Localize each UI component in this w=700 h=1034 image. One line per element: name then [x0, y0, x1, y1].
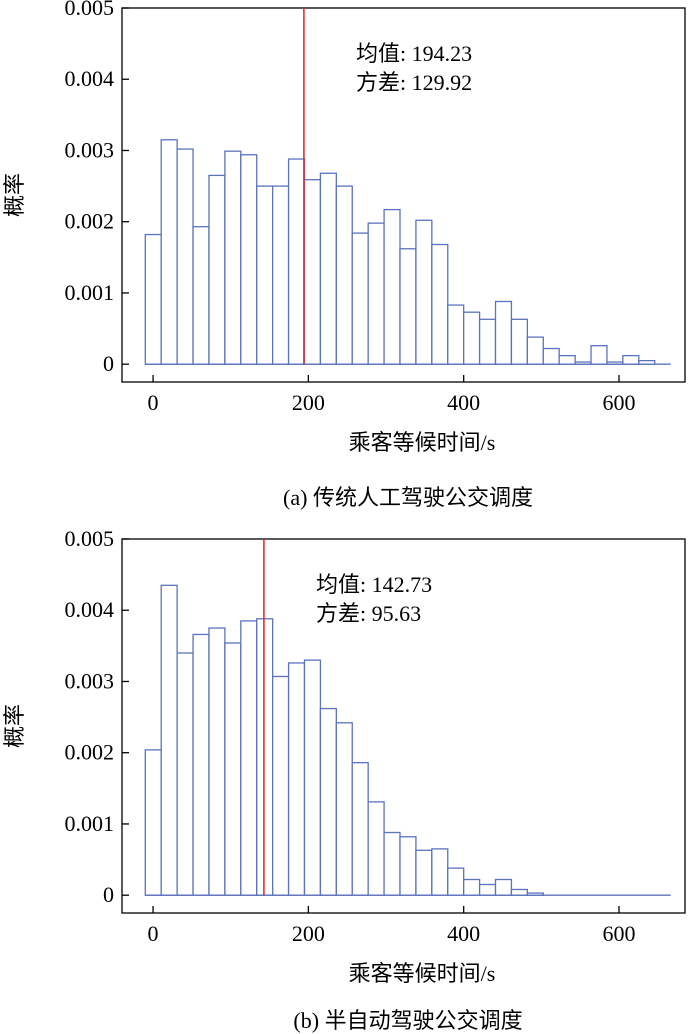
- histogram-bar: [431, 848, 449, 896]
- histogram-bar: [287, 158, 306, 365]
- histogram-panel-a: 0 0.001 0.002 0.003 0.004 0.005 0 200 400 600 均值…: [2, 0, 686, 510]
- histogram-bar: [335, 722, 353, 896]
- histogram-bar: [335, 185, 353, 365]
- y-axis: 0 0.001 0.002 0.003 0.004 0.005: [65, 0, 129, 376]
- histogram-bar: [463, 311, 481, 365]
- y-tick-label: 0.001: [65, 811, 115, 836]
- y-tick-label: 0.003: [65, 137, 115, 162]
- histogram-bar: [463, 878, 481, 896]
- mean-annotation: 均值: 142.73: [316, 572, 432, 597]
- mean-annotation: 均值: 194.23: [356, 41, 472, 66]
- x-tick-label: 200: [292, 921, 325, 946]
- x-axis-label: 乘客等候时间/s: [349, 430, 496, 455]
- histogram-bar: [240, 620, 258, 896]
- histogram-bar: [510, 888, 529, 896]
- y-tick-label: 0.001: [65, 280, 115, 305]
- histogram-bar: [224, 150, 242, 365]
- histogram-bar: [399, 836, 417, 896]
- histogram-bar: [272, 675, 290, 896]
- histogram-bar: [478, 318, 497, 365]
- variance-annotation: 方差: 95.63: [316, 601, 421, 626]
- histogram-bar: [319, 707, 337, 896]
- plot-frame: [121, 7, 686, 383]
- histogram-bar: [160, 139, 178, 365]
- histogram-bar: [494, 300, 513, 365]
- histogram-bar: [144, 749, 162, 896]
- histogram-bar: [224, 642, 242, 896]
- plot-frame: [121, 538, 686, 914]
- y-axis-label: 概率: [2, 704, 27, 748]
- histogram-bar: [558, 354, 576, 365]
- y-tick-label: 0.004: [65, 597, 115, 622]
- y-tick-label: 0: [103, 351, 114, 376]
- y-tick-label: 0.005: [65, 0, 115, 20]
- x-tick-label: 200: [292, 390, 325, 415]
- histogram-bar: [272, 185, 290, 365]
- histogram-bar: [208, 627, 226, 896]
- histogram-bar: [447, 867, 465, 896]
- y-axis: 0 0.001 0.002 0.003 0.004 0.005: [65, 526, 129, 907]
- histogram-panel-b: 0 0.001 0.002 0.003 0.004 0.005 0 200 400 600 均值…: [2, 526, 686, 1033]
- histogram-bar: [415, 849, 433, 896]
- histogram-bar: [351, 762, 369, 896]
- x-tick-label: 400: [447, 921, 480, 946]
- histogram-bar: [351, 232, 369, 365]
- histogram-bar: [256, 185, 274, 365]
- y-tick-label: 0.005: [65, 526, 115, 551]
- x-tick-label: 0: [148, 921, 159, 946]
- histogram-bar: [176, 148, 194, 365]
- x-tick-label: 400: [447, 390, 480, 415]
- y-tick-label: 0.003: [65, 668, 115, 693]
- histogram-bar: [303, 179, 322, 365]
- histogram-bar: [192, 633, 210, 896]
- histogram-bar: [383, 208, 401, 365]
- histogram-bar: [622, 354, 640, 365]
- histogram-bar: [319, 172, 337, 365]
- y-tick-label: 0.002: [65, 740, 115, 765]
- histogram-bar: [399, 248, 417, 365]
- x-axis-label: 乘客等候时间/s: [349, 961, 496, 986]
- histogram-bar: [287, 662, 306, 896]
- histogram-bar: [160, 584, 178, 896]
- y-tick-label: 0: [103, 882, 114, 907]
- histogram-bar: [240, 154, 258, 365]
- y-axis-label: 概率: [2, 173, 27, 217]
- figure-caption: (a) 传统人工驾驶公交调度: [283, 485, 533, 510]
- histogram-bar: [590, 345, 608, 365]
- histogram-bar: [510, 318, 529, 365]
- histogram-bar: [208, 174, 226, 365]
- histogram-bar: [415, 219, 433, 365]
- x-tick-label: 600: [602, 390, 635, 415]
- histogram-bar: [176, 652, 194, 896]
- histogram-bar: [383, 831, 401, 896]
- histogram-bar: [431, 243, 449, 365]
- y-tick-label: 0.002: [65, 209, 115, 234]
- variance-annotation: 方差: 129.92: [356, 70, 472, 95]
- x-axis: 0 200 400 600: [148, 906, 635, 946]
- histogram-bars: [144, 584, 544, 896]
- histogram-bar: [494, 878, 513, 896]
- histogram-bar: [367, 801, 385, 896]
- histogram-bar: [192, 226, 210, 365]
- histogram-bars: [144, 139, 656, 365]
- x-axis: 0 200 400 600: [148, 375, 635, 415]
- x-tick-label: 600: [602, 921, 635, 946]
- histogram-bar: [526, 336, 544, 365]
- y-tick-label: 0.004: [65, 66, 115, 91]
- histogram-bar: [542, 347, 560, 365]
- histogram-bar: [367, 222, 385, 365]
- histogram-bar: [478, 883, 497, 896]
- histogram-bar: [144, 233, 162, 365]
- x-tick-label: 0: [148, 390, 159, 415]
- histogram-bar: [447, 304, 465, 365]
- figure-caption: (b) 半自动驾驶公交调度: [293, 1008, 522, 1033]
- histogram-bar: [303, 659, 322, 896]
